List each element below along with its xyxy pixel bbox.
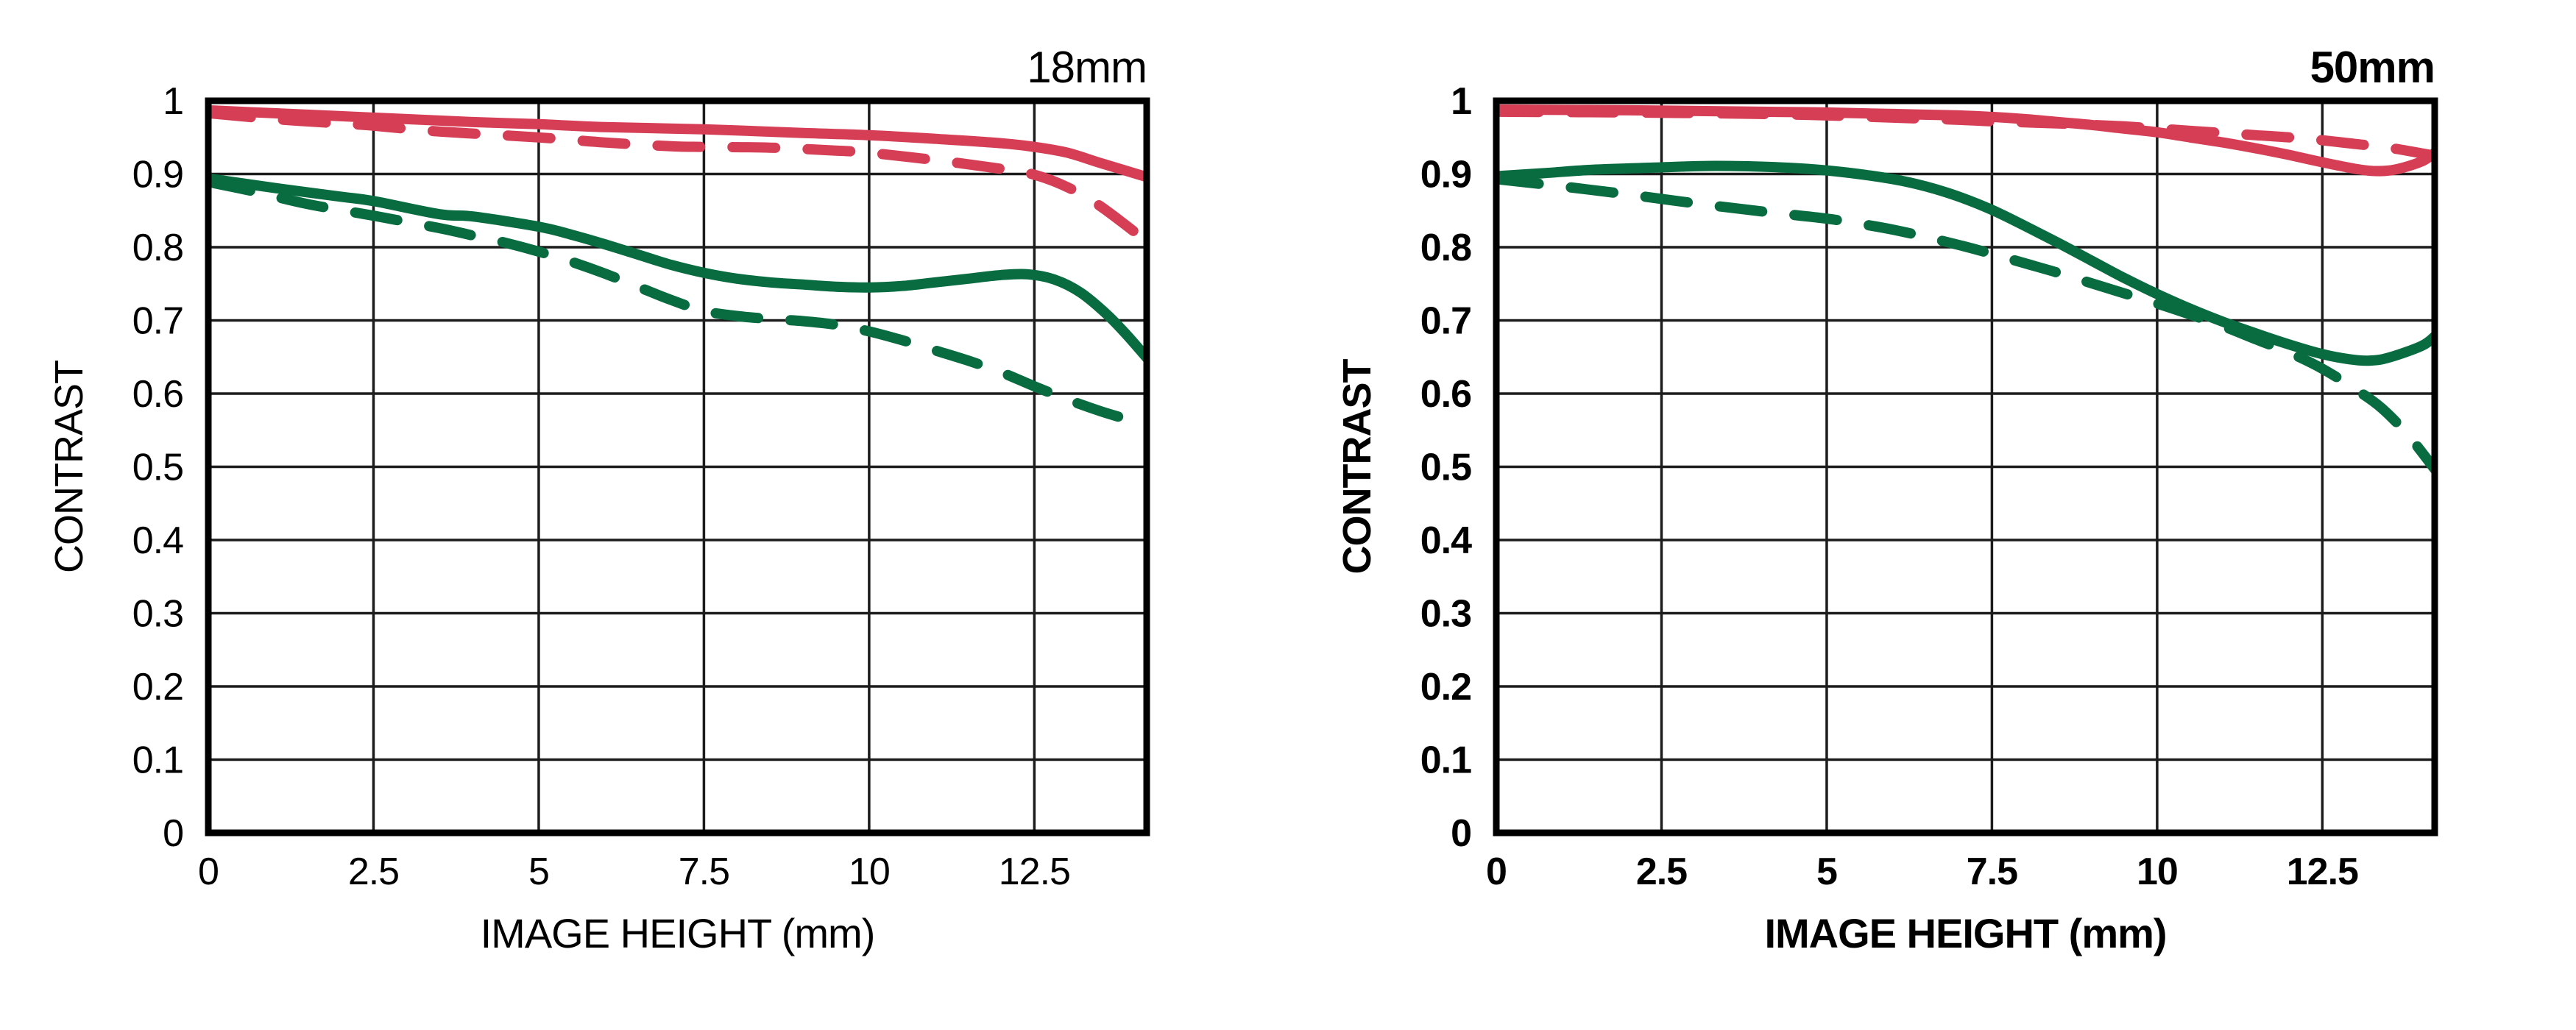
x-tick-label: 0 bbox=[198, 850, 219, 893]
x-tick-label: 2.5 bbox=[348, 850, 399, 893]
y-tick-label: 1 bbox=[163, 80, 183, 123]
y-tick-label: 0.7 bbox=[132, 300, 183, 343]
y-axis-label: CONTRAST bbox=[47, 360, 91, 573]
chart-title: 18mm bbox=[1027, 43, 1147, 92]
curve-green-dashed bbox=[208, 177, 1147, 431]
curve-red-dashed bbox=[1496, 106, 2435, 161]
x-tick-label: 5 bbox=[1816, 850, 1837, 893]
curve-red-dashed bbox=[208, 107, 1147, 246]
y-tick-label: 0.2 bbox=[132, 666, 183, 708]
x-tick-label: 7.5 bbox=[1967, 850, 2017, 893]
x-tick-label: 10 bbox=[849, 850, 890, 893]
curves bbox=[208, 104, 1147, 431]
curve-green-dashed bbox=[1496, 174, 2435, 475]
x-tick-label: 7.5 bbox=[679, 850, 729, 893]
y-tick-label: 0.1 bbox=[132, 739, 183, 782]
chart-title: 50mm bbox=[2310, 43, 2435, 92]
mtf-chart-18mm: 18mm 1 0.9 0.8 0.7 0.6 0.5 0.4 0.3 0.2 0.1 0 0 2.5 5 7.… bbox=[47, 43, 1150, 956]
y-tick-label: 0.6 bbox=[1420, 373, 1471, 416]
y-tick-label: 0.5 bbox=[132, 447, 183, 489]
y-tick-label: 0.3 bbox=[132, 593, 183, 636]
mtf-plot-svg: 50mm 1 0.9 0.8 0.7 0.6 0.5 0.4 0.3 0.2 0.1 00 2.5 5 7.… bbox=[1335, 43, 2438, 956]
y-tick-label: 0 bbox=[163, 812, 183, 855]
curve-green-solid bbox=[1496, 160, 2435, 366]
plot-border bbox=[1493, 97, 2438, 837]
x-axis-label: IMAGE HEIGHT (mm) bbox=[1764, 910, 2166, 956]
x-tick-label: 5 bbox=[528, 850, 549, 893]
y-tick-label: 0.3 bbox=[1420, 593, 1471, 636]
grid bbox=[208, 101, 1147, 833]
y-tick-label: 0.5 bbox=[1420, 447, 1471, 489]
x-tick-label: 10 bbox=[2137, 850, 2178, 893]
y-tick-label: 0.4 bbox=[1420, 519, 1472, 562]
grid bbox=[1496, 101, 2435, 833]
x-axis-label: IMAGE HEIGHT (mm) bbox=[481, 910, 875, 956]
y-axis-label: CONTRAST bbox=[1335, 358, 1379, 574]
y-tick-label: 0.4 bbox=[132, 519, 183, 562]
y-tick-label: 0.2 bbox=[1420, 666, 1471, 708]
x-tick-label: 12.5 bbox=[2287, 850, 2358, 893]
y-tick-label: 0.1 bbox=[1420, 739, 1471, 782]
curve-green-solid bbox=[208, 173, 1147, 363]
curve-red-solid bbox=[208, 104, 1147, 182]
y-tick-label: 0.6 bbox=[132, 373, 183, 416]
y-tick-label: 0 bbox=[1451, 812, 1471, 855]
y-tick-label: 0.9 bbox=[132, 154, 183, 196]
x-tick-label: 12.5 bbox=[999, 850, 1070, 893]
mtf-chart-50mm: 50mm 1 0.9 0.8 0.7 0.6 0.5 0.4 0.3 0.2 0.1 0 0 2.5 5 7.… bbox=[1288, 0, 2576, 1030]
curves bbox=[1496, 104, 2435, 475]
y-tick-label: 1 bbox=[1451, 80, 1471, 123]
plot-border bbox=[205, 97, 1150, 837]
x-tick-label: 2.5 bbox=[1636, 850, 1687, 893]
x-tick-label: 0 bbox=[1486, 850, 1507, 893]
mtf-plot-svg: 18mm 1 0.9 0.8 0.7 0.6 0.5 0.4 0.3 0.2 0.1 00 2.5 5 7.… bbox=[47, 43, 1150, 956]
y-tick-label: 0.7 bbox=[1420, 300, 1471, 343]
y-tick-label: 0.8 bbox=[132, 227, 183, 269]
y-tick-label: 0.9 bbox=[1420, 154, 1471, 196]
y-tick-label: 0.8 bbox=[1420, 227, 1471, 269]
